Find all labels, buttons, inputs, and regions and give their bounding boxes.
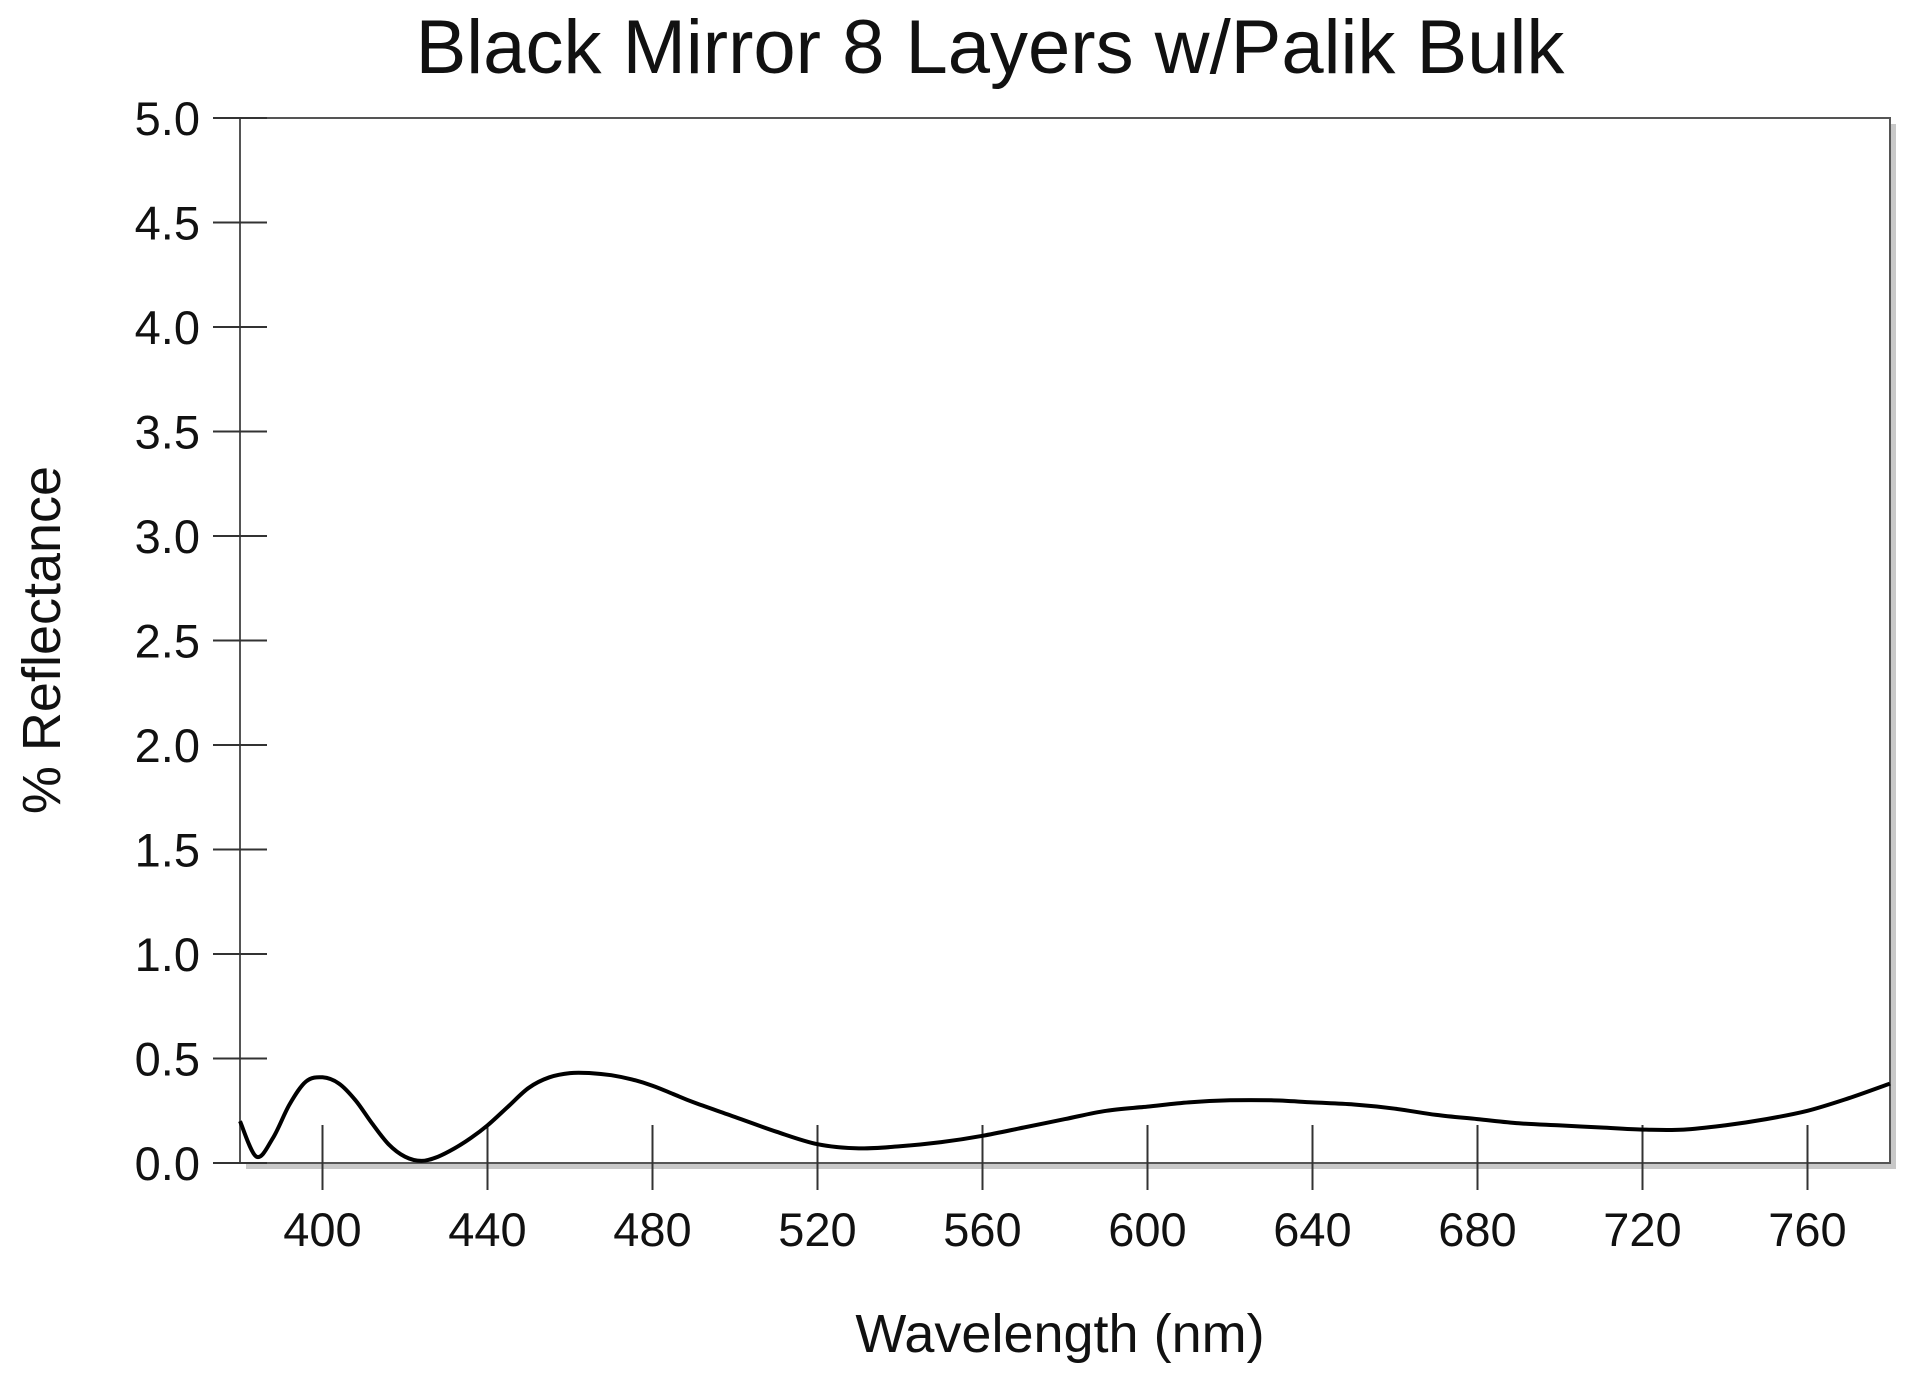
x-tick-label: 480	[613, 1203, 691, 1256]
y-tick-label: 5.0	[135, 92, 200, 145]
y-tick-label: 3.0	[135, 510, 200, 563]
plot-frame	[239, 117, 1891, 1164]
reflectance-line	[238, 1070, 1891, 1163]
x-tick-label: 520	[778, 1203, 856, 1256]
y-tick-label: 4.0	[135, 301, 200, 354]
x-tick-label: 440	[448, 1203, 526, 1256]
x-tick-label: 720	[1603, 1203, 1681, 1256]
y-tick-label: 0.0	[135, 1137, 200, 1190]
y-tick-label: 1.5	[135, 824, 200, 877]
y-tick-label: 2.5	[135, 615, 200, 668]
y-tick-label: 4.5	[135, 197, 200, 250]
chart-title: Black Mirror 8 Layers w/Palik Bulk	[416, 5, 1566, 90]
x-tick-label: 600	[1108, 1203, 1186, 1256]
y-tick-label: 3.5	[135, 406, 200, 459]
x-tick-label: 760	[1768, 1203, 1846, 1256]
x-tick-label: 680	[1438, 1203, 1516, 1256]
x-axis-label: Wavelength (nm)	[855, 1304, 1264, 1364]
y-tick-label: 0.5	[135, 1033, 200, 1086]
plot-area: 0.0 0.5 1.0 1.5 2.0 2.5 3.0 3.5 4.0 4.5 5.0 400 440 4…	[135, 92, 1896, 1256]
y-axis-label: % Reflectance	[12, 466, 72, 814]
x-tick-label: 560	[943, 1203, 1021, 1256]
x-tick-label: 400	[283, 1203, 361, 1256]
y-tick-label: 2.0	[135, 719, 200, 772]
x-tick-label: 640	[1273, 1203, 1351, 1256]
y-tick-label: 1.0	[135, 928, 200, 981]
